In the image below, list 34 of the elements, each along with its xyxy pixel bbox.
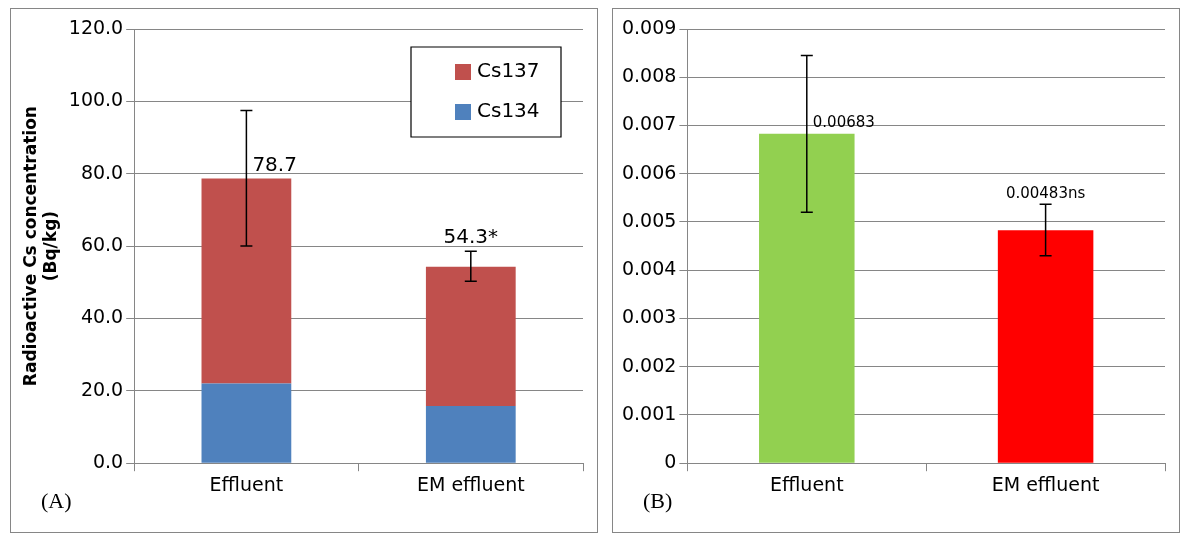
legend-label: Cs134 (477, 98, 540, 123)
legend-label: Cs137 (477, 58, 540, 83)
y-tick-label: 60.0 (80, 233, 124, 256)
y-tick-label: 0.009 (621, 15, 677, 38)
y-tick-label: 100.0 (68, 88, 124, 111)
data-label: 0.00683 (812, 113, 875, 132)
y-tick-label: 0.0 (92, 450, 124, 473)
y-tick-label: 0 (664, 450, 677, 473)
y-tick-label: 20.0 (80, 377, 124, 400)
bar (201, 178, 292, 384)
y-tick-label: 80.0 (80, 160, 124, 183)
y-tick-label: 0.006 (621, 160, 677, 183)
y-tick-label: 0.008 (621, 64, 677, 87)
y-tick-label: 0.004 (621, 257, 677, 280)
y-tick-label: 0.003 (621, 305, 677, 328)
x-tick-label: Effluent (769, 472, 844, 495)
data-label: 0.00483ns (1005, 183, 1086, 202)
x-tick-label: EM effluent (416, 472, 525, 495)
bar (201, 383, 292, 463)
bar (425, 406, 516, 463)
total-label: 78.7 (252, 151, 297, 176)
total-label: 54.3* (443, 224, 499, 249)
y-tick-label: 0.002 (621, 353, 677, 376)
y-tick-label: 120.0 (68, 15, 124, 38)
y-tick-label: 0.001 (621, 401, 677, 424)
x-tick-label: EM effluent (991, 472, 1100, 495)
y-tick-label: 0.005 (621, 208, 677, 231)
y-tick-label: 0.007 (621, 112, 677, 135)
y-axis-title: Radioactive Cs concentration (Bq/kg) (19, 106, 61, 387)
bar (425, 266, 516, 407)
text: (B) (643, 488, 673, 514)
text: (A) (41, 488, 72, 514)
y-tick-label: 40.0 (80, 305, 124, 328)
x-tick-label: Effluent (209, 472, 284, 495)
